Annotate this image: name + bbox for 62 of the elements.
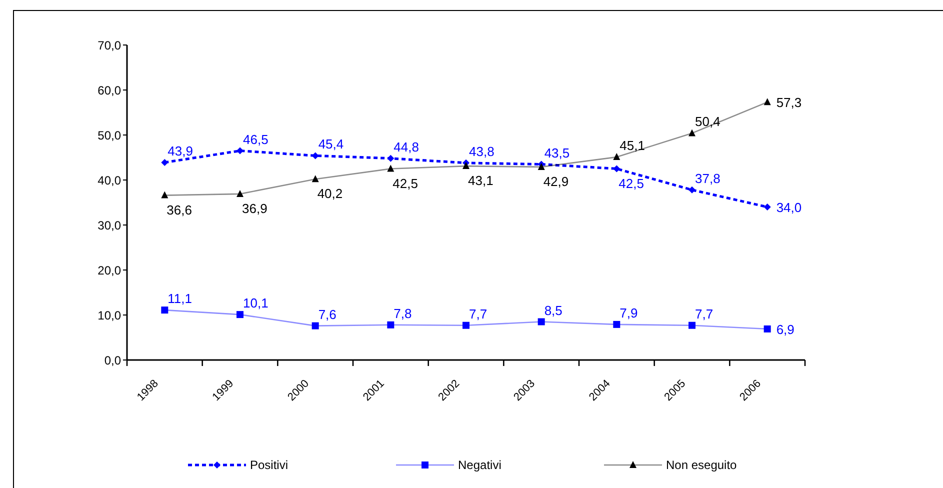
data-label: 6,9 xyxy=(776,322,794,337)
data-label: 7,7 xyxy=(695,306,714,322)
point xyxy=(161,306,168,314)
data-label: 43,9 xyxy=(168,143,193,158)
data-label: 36,6 xyxy=(166,202,192,218)
data-label: 7,9 xyxy=(620,305,638,320)
data-label: 10,1 xyxy=(243,296,268,311)
point xyxy=(688,322,696,329)
data-label: 11,1 xyxy=(168,291,192,306)
point xyxy=(462,162,470,170)
y-tick-label: 50,0 xyxy=(98,128,122,142)
point xyxy=(387,154,394,162)
data-label: 45,1 xyxy=(620,138,645,154)
data-label: 46,5 xyxy=(243,132,268,147)
point xyxy=(236,147,244,154)
y-tick-label: 30,0 xyxy=(98,218,122,232)
point xyxy=(236,190,244,197)
data-label: 42,9 xyxy=(543,174,569,189)
data-label: 45,4 xyxy=(318,136,344,152)
point xyxy=(387,164,394,172)
point xyxy=(688,129,696,136)
y-tick-label: 20,0 xyxy=(98,263,122,278)
data-label: 7,6 xyxy=(318,306,336,322)
data-label: 34,0 xyxy=(776,200,802,215)
data-label: 42,5 xyxy=(392,176,418,191)
data-label: 50,4 xyxy=(695,114,720,130)
point xyxy=(462,322,470,329)
point xyxy=(161,158,168,166)
data-label: 8,5 xyxy=(544,302,562,318)
point xyxy=(312,152,319,160)
y-tick-label: 40,0 xyxy=(98,173,122,188)
data-label: 57,3 xyxy=(776,95,802,110)
data-label: 37,8 xyxy=(695,170,720,186)
data-label: 40,2 xyxy=(317,186,343,202)
point xyxy=(764,98,771,106)
legend-label: Positivi xyxy=(250,458,288,472)
point xyxy=(387,321,394,328)
point xyxy=(613,320,620,328)
data-label: 43,1 xyxy=(468,173,494,188)
y-tick-label: 0,0 xyxy=(104,353,122,368)
data-label: 42,5 xyxy=(618,176,644,191)
point xyxy=(613,153,620,160)
y-tick-label: 10,0 xyxy=(98,308,122,322)
point xyxy=(312,322,319,330)
y-tick-label: 60,0 xyxy=(98,83,122,98)
data-label: 7,8 xyxy=(394,306,412,321)
y-tick-label: 70,0 xyxy=(98,38,122,52)
point xyxy=(161,191,168,198)
point xyxy=(764,325,771,332)
data-label: 44,8 xyxy=(394,139,419,154)
legend-label: Non eseguito xyxy=(666,458,737,472)
point xyxy=(764,204,771,210)
point xyxy=(538,318,545,326)
legend-label: Negativi xyxy=(458,458,502,472)
data-label: 43,8 xyxy=(469,144,494,159)
data-label: 43,5 xyxy=(544,145,570,160)
point xyxy=(688,186,696,194)
point xyxy=(613,165,620,172)
point xyxy=(236,311,244,318)
data-label: 7,7 xyxy=(469,306,488,322)
point xyxy=(312,175,319,182)
data-label: 36,9 xyxy=(242,200,268,216)
